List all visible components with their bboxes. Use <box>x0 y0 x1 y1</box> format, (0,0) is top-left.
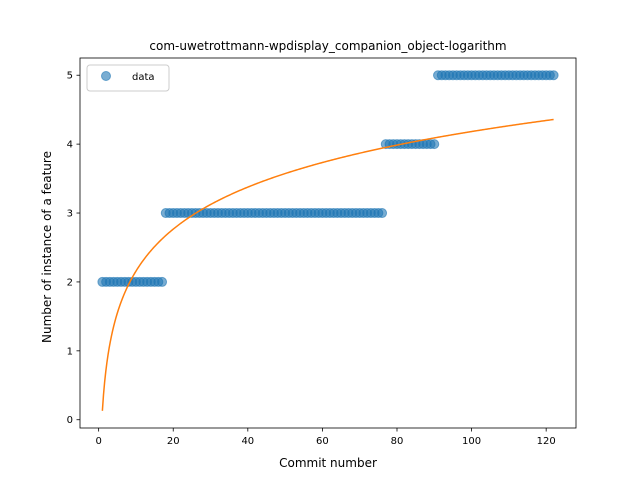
data-point <box>157 276 168 287</box>
x-axis-label: Commit number <box>279 456 377 470</box>
plot-frame <box>79 57 577 429</box>
x-tick-label: 20 <box>167 436 180 447</box>
data-point <box>429 139 440 150</box>
axes: 0 20 40 60 80 100 120 0 1 2 3 4 5 <box>67 57 577 447</box>
x-tick-label: 80 <box>391 436 404 447</box>
fit-line-layer <box>101 118 554 411</box>
y-axis-label: Number of instance of a feature <box>40 151 54 343</box>
x-tick-label: 60 <box>316 436 329 447</box>
x-tick-label: 100 <box>462 436 481 447</box>
y-tick-label: 0 <box>67 415 73 426</box>
y-tick-label: 2 <box>67 277 73 288</box>
data-points <box>97 70 559 287</box>
x-tick-label: 40 <box>241 436 254 447</box>
y-tick-label: 4 <box>67 140 73 151</box>
y-tick-label: 3 <box>67 209 73 220</box>
data-point <box>377 208 388 219</box>
legend-marker-data <box>101 71 111 81</box>
y-tick-label: 5 <box>67 71 73 82</box>
y-tick-label: 1 <box>67 346 73 357</box>
x-tick-label: 0 <box>95 436 101 447</box>
legend: data <box>86 64 170 92</box>
x-tick-label: 120 <box>537 436 556 447</box>
chart-title: com-uwetrottmann-wpdisplay_companion_obj… <box>149 39 506 53</box>
data-point <box>548 70 559 81</box>
legend-box <box>86 64 170 92</box>
fit-line <box>101 118 554 411</box>
legend-label-data: data <box>132 72 155 83</box>
